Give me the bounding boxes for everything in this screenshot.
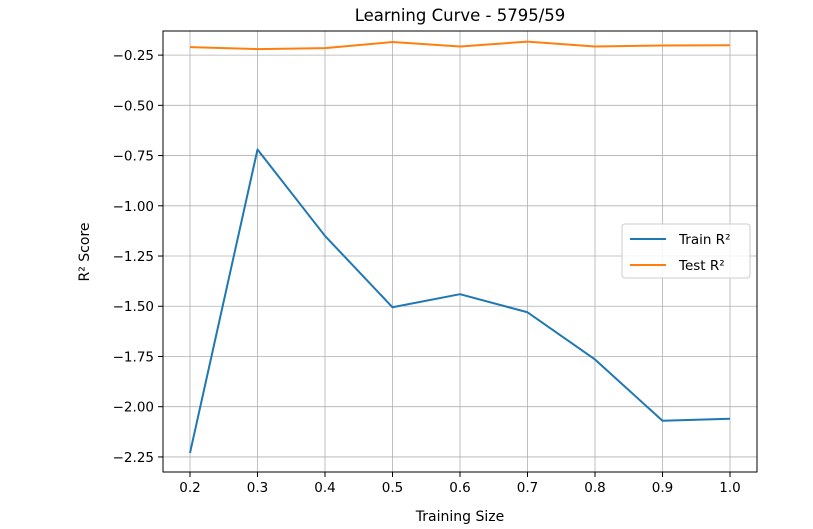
y-axis-ticks: −0.25 −0.50 −0.75 −1.00 −1.25 −1.50 −1.75 −2.00… [113,48,163,466]
x-tick-label: 0.2 [179,480,200,496]
x-tick-label: 0.3 [247,480,268,496]
y-tick-label: −0.75 [113,149,154,165]
chart-title: Learning Curve - 5795/59 [355,6,566,25]
y-tick-label: −2.00 [113,400,154,416]
series-line-train [189,148,731,454]
x-tick-label: 0.7 [517,480,538,496]
series-group [189,40,731,454]
y-tick-label: −2.25 [113,450,154,466]
y-tick-label: −1.25 [113,249,154,265]
y-tick-label: −0.50 [113,98,154,114]
y-axis-label: R² Score [77,222,93,281]
legend-label-test: Test R² [678,258,725,274]
x-axis-label: Training Size [415,509,504,525]
x-tick-label: 0.9 [652,480,673,496]
legend-label-train: Train R² [678,232,730,248]
x-tick-label: 1.0 [719,480,740,496]
y-tick-label: −1.50 [113,299,154,315]
y-tick-label: −0.25 [113,48,154,64]
y-tick-label: −1.00 [113,199,154,215]
x-tick-label: 0.8 [584,480,605,496]
x-tick-label: 0.4 [314,480,335,496]
x-tick-label: 0.5 [382,480,403,496]
x-tick-label: 0.6 [449,480,470,496]
y-tick-label: −1.75 [113,349,154,365]
x-axis-ticks: 0.2 0.3 0.4 0.5 0.6 0.7 0.8 0.9 1.0 [179,472,741,496]
legend: Train R² Test R² [621,223,751,279]
series-line-test [189,40,731,51]
